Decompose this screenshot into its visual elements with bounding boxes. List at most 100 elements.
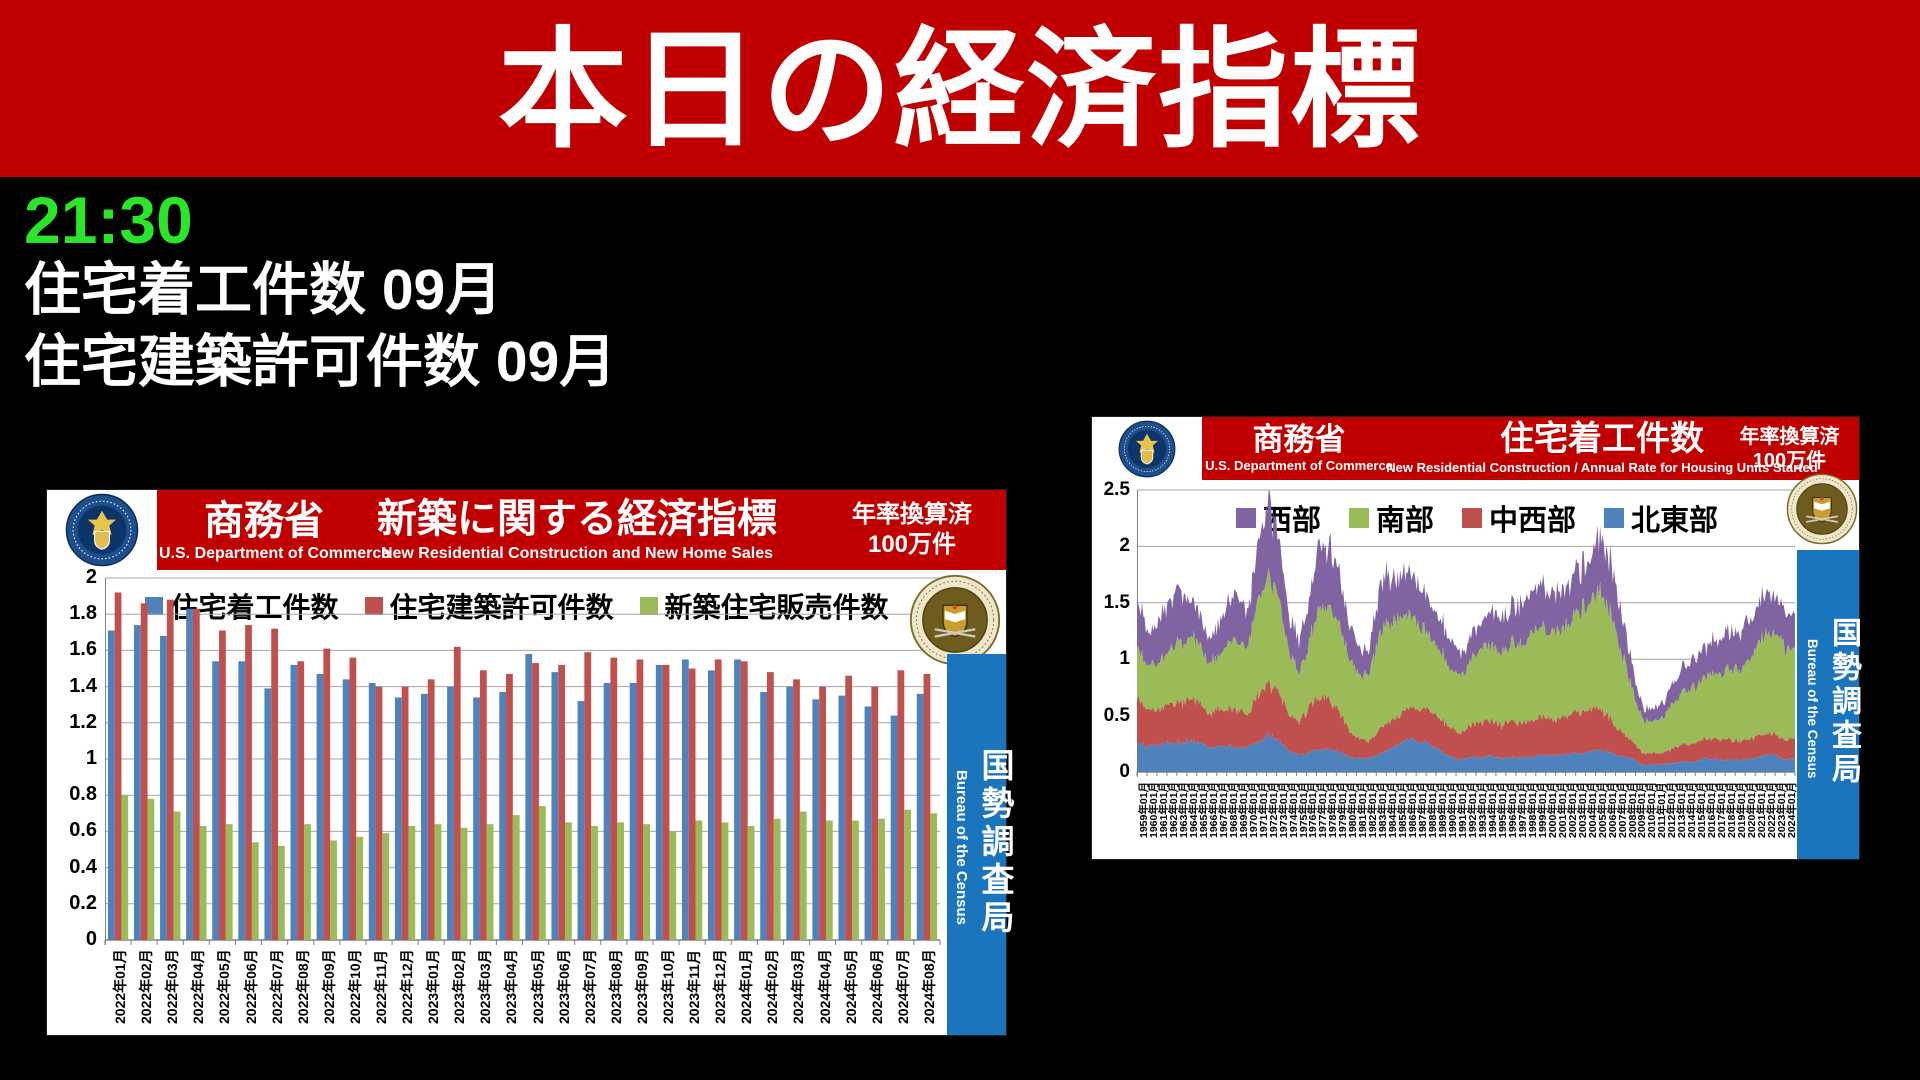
- legend-swatch-blue: [1604, 508, 1625, 528]
- unit-block: 年率換算済 100万件: [1722, 425, 1857, 473]
- chart-title-ja: 住宅着工件数: [1500, 420, 1704, 458]
- x-tick-label: 2023年05月: [529, 949, 546, 1024]
- census-seal-icon: [1786, 473, 1858, 545]
- sidebar-english-label: Bureau of the Census: [953, 770, 970, 926]
- y-tick-label: 2: [85, 566, 97, 588]
- x-tick-label: 2024年07月: [894, 949, 911, 1024]
- right-chart-legend: 西部 南部 中西部 北東部: [1177, 497, 1777, 539]
- y-tick-label: 1.8: [69, 602, 97, 625]
- legend-label: 新築住宅販売件数: [664, 592, 889, 623]
- legend-label: 住宅建築許可件数: [389, 592, 614, 623]
- legend-label: 北東部: [1631, 505, 1719, 537]
- y-tick-label: 1.5: [1103, 591, 1130, 613]
- legend-swatch-green: [639, 597, 658, 615]
- x-tick-label: 2022年06月: [242, 949, 259, 1024]
- commerce-seal-icon: [65, 493, 139, 567]
- legend-item: 住宅建築許可件数: [364, 586, 614, 626]
- slide-title: 本日の経済指標: [497, 17, 1422, 163]
- chart-title-en: New Residential Construction and New Hom…: [380, 545, 774, 562]
- legend-swatch-red: [364, 597, 383, 615]
- y-tick-label: 1: [1119, 648, 1130, 670]
- x-tick-label: 2022年08月: [294, 949, 311, 1024]
- x-tick-label: 2023年10月: [660, 949, 677, 1024]
- x-tick-label: 2024年02月: [764, 949, 781, 1024]
- legend-swatch-blue: [145, 597, 164, 615]
- x-tick-label: 2022年07月: [268, 949, 285, 1024]
- y-tick-label: 0: [1119, 761, 1130, 782]
- x-tick-label: 2023年12月: [712, 949, 729, 1024]
- legend-label: 南部: [1375, 505, 1434, 537]
- x-tick-label: 2023年07月: [581, 949, 598, 1024]
- x-tick-label: 2023年09月: [633, 949, 650, 1024]
- unit-line-1: 年率換算済: [1739, 426, 1840, 448]
- right-chart-header-band: 商務省 U.S. Department of Commerce 住宅着工件数 N…: [1202, 417, 1859, 480]
- commerce-seal-box: [1092, 417, 1202, 480]
- legend-item: 中西部: [1462, 497, 1576, 539]
- event-line-1: 住宅着工件数 09月: [24, 258, 503, 323]
- x-tick-label: 2022年03月: [164, 949, 181, 1024]
- y-tick-label: 2: [1119, 535, 1130, 557]
- legend-item: 西部: [1235, 497, 1321, 539]
- area-chart-canvas: [1136, 489, 1796, 777]
- x-tick-label: 2023年03月: [477, 949, 494, 1024]
- y-tick-label: 1.6: [69, 638, 97, 661]
- legend-item: 北東部: [1604, 497, 1718, 539]
- x-tick-label: 2024年04月: [816, 949, 833, 1024]
- right-chart-census-sidebar: [1797, 550, 1859, 859]
- left-chart-legend: 住宅着工件数 住宅建築許可件数 新築住宅販売件数: [145, 586, 889, 626]
- x-tick-label: 2022年04月: [190, 949, 207, 1024]
- legend-swatch-green: [1348, 508, 1369, 528]
- x-tick-label: 2024年05月: [842, 949, 859, 1024]
- sidebar-kanji-label: 国勢調査局: [977, 748, 1014, 938]
- legend-label: 西部: [1262, 505, 1321, 537]
- sidebar-english-label: Bureau of the Census: [1805, 639, 1820, 779]
- commerce-seal-box: [47, 490, 157, 570]
- agency-name-ja: 商務省: [204, 499, 324, 543]
- agency-block: 商務省 U.S. Department of Commerce: [159, 498, 391, 564]
- agency-name-ja: 商務省: [1252, 422, 1346, 457]
- x-tick-label: 2023年01月: [425, 949, 442, 1024]
- legend-label: 中西部: [1489, 505, 1577, 537]
- x-tick-label: 2024年06月: [868, 949, 885, 1024]
- chart-title-block: 住宅着工件数 New Residential Construction / An…: [1372, 419, 1832, 476]
- x-tick-label: 2024年01月: [738, 949, 755, 1024]
- event-line-2: 住宅建築許可件数 09月: [24, 330, 617, 395]
- y-tick-label: 0.6: [69, 819, 97, 842]
- unit-line-2: 100万件: [867, 531, 957, 558]
- schedule-block: 21:30 住宅着工件数 09月 住宅建築許可件数 09月: [24, 185, 617, 399]
- agency-name-en: U.S. Department of Commerce: [1205, 458, 1393, 473]
- legend-item: 住宅着工件数: [145, 586, 339, 626]
- agency-block: 商務省 U.S. Department of Commerce: [1204, 423, 1394, 474]
- header-banner: 本日の経済指標: [0, 0, 1920, 177]
- unit-line-1: 年率換算済: [852, 501, 972, 528]
- legend-swatch-red: [1462, 508, 1482, 528]
- x-tick-label: 2024年03月: [790, 949, 807, 1024]
- bar-chart-canvas: [104, 577, 941, 945]
- unit-line-2: 100万件: [1752, 450, 1827, 472]
- commerce-seal-icon: [1118, 420, 1176, 477]
- unit-block: 年率換算済 100万件: [817, 500, 1007, 560]
- x-tick-label: 2024年08月: [920, 949, 937, 1024]
- y-tick-label: 1: [85, 747, 97, 769]
- legend-item: 南部: [1348, 497, 1434, 539]
- census-seal-icon: [909, 574, 1001, 666]
- y-tick-label: 0.2: [69, 891, 97, 914]
- x-tick-label: 2022年12月: [399, 949, 416, 1024]
- chart-title-ja: 新築に関する経済指標: [377, 497, 777, 541]
- x-tick-label: 2022年05月: [216, 949, 233, 1024]
- left-chart-panel: 商務省 U.S. Department of Commerce 新築に関する経済…: [47, 490, 1014, 1035]
- x-tick-label: 2023年11月: [686, 950, 703, 1024]
- y-tick-label: 0.8: [69, 783, 97, 806]
- legend-item: 新築住宅販売件数: [639, 586, 889, 626]
- agency-name-en: U.S. Department of Commerce: [159, 545, 391, 562]
- x-tick-label: 2023年08月: [607, 949, 624, 1024]
- x-tick-label: 2022年09月: [320, 949, 337, 1024]
- left-chart-census-sidebar: [947, 654, 1006, 1035]
- sidebar-kanji-label: 国勢調査局: [1827, 617, 1860, 787]
- x-tick-label: 2023年06月: [555, 949, 572, 1024]
- x-tick-label: 2022年11月: [372, 950, 389, 1024]
- y-tick-label: 0.5: [1103, 704, 1130, 726]
- y-tick-label: 0.4: [69, 855, 97, 878]
- chart-title-en: New Residential Construction / Annual Ra…: [1386, 460, 1818, 475]
- y-tick-label: 1.4: [69, 674, 97, 697]
